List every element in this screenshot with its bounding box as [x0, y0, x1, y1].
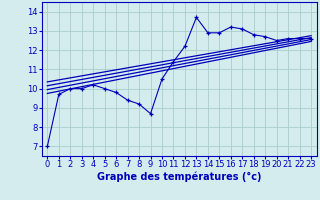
X-axis label: Graphe des températures (°c): Graphe des températures (°c)	[97, 172, 261, 182]
